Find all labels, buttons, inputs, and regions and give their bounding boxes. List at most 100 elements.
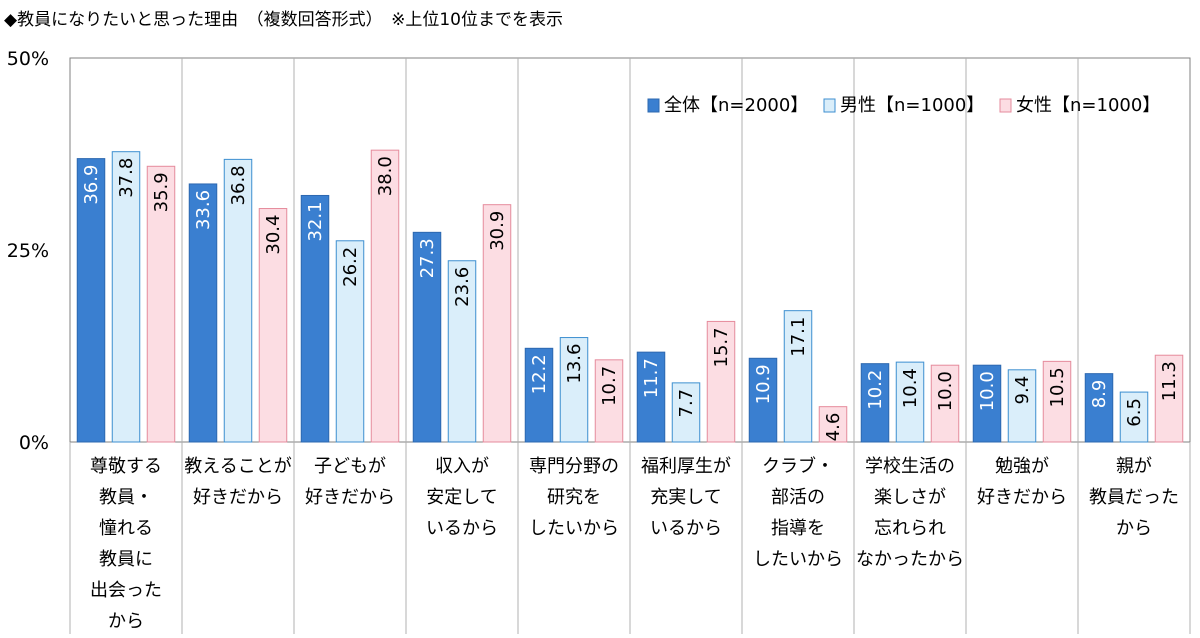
category-label: 教員・ bbox=[99, 487, 153, 508]
data-label: 8.9 bbox=[1089, 380, 1110, 409]
category-label: 指導を bbox=[771, 518, 825, 539]
bar-series-1 bbox=[412, 231, 442, 443]
bar-series-3 bbox=[706, 320, 736, 443]
plot-area: 0% 25% 50% 36.9 33.6 32.1 27.3 12.2 11.7 10.9 10.2… bbox=[7, 48, 1191, 634]
data-label: 9.4 bbox=[1012, 376, 1033, 405]
bar-series-2 bbox=[895, 361, 925, 443]
bar-series-2 bbox=[559, 337, 589, 443]
category-label: クラブ・ bbox=[762, 455, 834, 477]
bar-series-3 bbox=[930, 364, 960, 443]
bar-series-3 bbox=[258, 208, 288, 443]
bar-series-2 bbox=[671, 382, 701, 443]
data-label: 12.2 bbox=[529, 354, 550, 394]
bar-series-3 bbox=[1154, 354, 1184, 443]
data-label: 32.1 bbox=[305, 201, 326, 241]
legend-entry-1: 全体【n=2000】 bbox=[664, 95, 808, 116]
bar-series-1 bbox=[524, 347, 554, 443]
category-label: したいから bbox=[529, 518, 619, 539]
category-label: 尊敬する bbox=[90, 456, 162, 477]
data-label: 10.2 bbox=[865, 370, 886, 410]
chart-title: ◆教員になりたいと思った理由 （複数回答形式） ※上位10位までを表示 bbox=[4, 10, 563, 30]
category-label: 教えることが bbox=[184, 456, 291, 477]
bar-series-1 bbox=[860, 363, 890, 443]
data-label: 26.2 bbox=[340, 247, 361, 287]
bar-series-3 bbox=[1042, 360, 1072, 443]
legend-entry-2: 男性【n=1000】 bbox=[840, 95, 984, 116]
bar-series-3 bbox=[146, 165, 176, 443]
bar-series-2 bbox=[1119, 391, 1149, 443]
legend-entry-3: 女性【n=1000】 bbox=[1016, 95, 1160, 116]
data-label: 10.7 bbox=[599, 366, 620, 406]
bar-series-2 bbox=[447, 260, 477, 443]
bar-series-1 bbox=[636, 351, 666, 443]
category-label: 好きだから bbox=[305, 487, 395, 508]
data-label: 11.3 bbox=[1159, 361, 1180, 401]
y-tick-label: 0% bbox=[19, 432, 49, 454]
category-label: 好きだから bbox=[193, 487, 283, 508]
data-label: 10.9 bbox=[753, 364, 774, 404]
data-label: 10.4 bbox=[900, 368, 921, 408]
data-label: 30.9 bbox=[487, 211, 508, 251]
data-label: 10.0 bbox=[977, 371, 998, 411]
category-label: 忘れられ bbox=[874, 518, 946, 539]
category-label: から bbox=[108, 611, 144, 632]
data-label: 36.9 bbox=[81, 165, 102, 205]
category-label: 楽しさが bbox=[874, 487, 946, 508]
data-label: 15.7 bbox=[711, 327, 732, 367]
bar-series-2 bbox=[1007, 369, 1037, 443]
bar-series-2 bbox=[783, 310, 813, 443]
data-label: 35.9 bbox=[151, 172, 172, 212]
category-label: 出会った bbox=[90, 580, 162, 601]
bar-series-1 bbox=[972, 364, 1002, 443]
category-label: 教員に bbox=[99, 549, 153, 570]
data-label: 13.6 bbox=[564, 344, 585, 384]
data-label: 36.8 bbox=[228, 165, 249, 205]
data-label: 6.5 bbox=[1124, 398, 1145, 427]
legend-swatch-3 bbox=[999, 98, 1012, 113]
data-label: 10.0 bbox=[935, 371, 956, 411]
data-label: 37.8 bbox=[116, 158, 137, 198]
data-label: 11.7 bbox=[641, 358, 662, 398]
bar-series-1 bbox=[300, 194, 330, 443]
bar-series-3 bbox=[482, 204, 512, 443]
bar-series-1 bbox=[748, 357, 778, 443]
data-label: 23.6 bbox=[452, 267, 473, 307]
category-label: なかったから bbox=[856, 549, 964, 570]
bar-series-3 bbox=[818, 406, 848, 443]
bar-series-1 bbox=[76, 158, 106, 443]
category-label: いるから bbox=[650, 518, 722, 539]
bar-series-1 bbox=[188, 183, 218, 443]
category-label: 研究を bbox=[547, 487, 601, 508]
bar-series-3 bbox=[370, 149, 400, 443]
category-label: 部活の bbox=[771, 487, 825, 508]
legend-swatch-2 bbox=[823, 98, 836, 113]
bar-series-2 bbox=[335, 240, 365, 443]
data-label: 4.6 bbox=[823, 413, 844, 442]
category-label: 子どもが bbox=[314, 456, 386, 477]
category-label: 憧れる bbox=[99, 518, 153, 539]
category-label: 専門分野の bbox=[529, 456, 619, 477]
bar-series-2 bbox=[223, 158, 253, 443]
category-label: 学校生活の bbox=[865, 456, 955, 477]
category-label: 収入が bbox=[435, 456, 489, 477]
category-label: 好きだから bbox=[977, 487, 1067, 508]
legend-swatch-1 bbox=[647, 98, 660, 113]
y-tick-label: 50% bbox=[7, 48, 49, 70]
category-label: 福利厚生が bbox=[641, 456, 731, 477]
category-label: 教員だった bbox=[1089, 487, 1179, 508]
data-label: 27.3 bbox=[417, 238, 438, 278]
y-tick-label: 25% bbox=[7, 240, 49, 262]
bar-series-2 bbox=[111, 151, 141, 443]
category-label: 安定して bbox=[426, 487, 497, 508]
category-label: から bbox=[1116, 518, 1152, 539]
bar-series-3 bbox=[594, 359, 624, 443]
category-label: 親が bbox=[1116, 456, 1152, 477]
data-label: 38.0 bbox=[375, 156, 396, 196]
category-label: 勉強が bbox=[995, 456, 1049, 477]
data-label: 10.5 bbox=[1047, 367, 1068, 407]
data-label: 33.6 bbox=[193, 190, 214, 230]
category-label: したいから bbox=[753, 549, 843, 570]
category-label: 充実して bbox=[650, 487, 721, 508]
data-label: 7.7 bbox=[676, 389, 697, 418]
